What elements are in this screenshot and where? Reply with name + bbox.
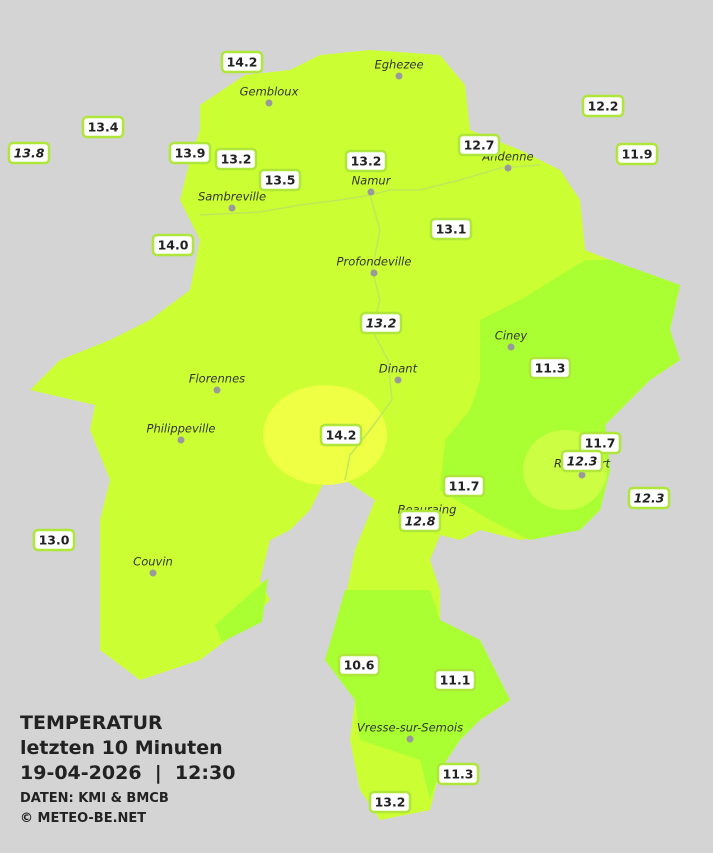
station-temp: 11.9 bbox=[622, 147, 653, 162]
city-dot bbox=[394, 376, 402, 384]
zone-cool bbox=[215, 578, 268, 642]
city-name: Profondeville bbox=[337, 255, 412, 269]
city-name: Gembloux bbox=[240, 85, 299, 99]
legend-datetime: 19-04-2026 | 12:30 bbox=[20, 762, 236, 784]
station-temp: 13.2 bbox=[351, 154, 382, 169]
station-temp: 13.0 bbox=[39, 533, 70, 548]
city-name: Ciney bbox=[495, 329, 528, 343]
city-dot bbox=[265, 99, 273, 107]
city-dot bbox=[507, 343, 515, 351]
station-box bbox=[560, 449, 604, 473]
city-name: Philippeville bbox=[147, 422, 216, 436]
station-box bbox=[168, 141, 212, 165]
station-temp: 14.2 bbox=[227, 55, 258, 70]
station-temp: 12.3 bbox=[634, 491, 665, 506]
legend-copyright: © METEO-BE.NET bbox=[20, 811, 147, 826]
city-name: Dinant bbox=[379, 362, 418, 376]
city-dot bbox=[228, 204, 236, 212]
station-temp: 11.3 bbox=[443, 767, 474, 782]
station-box bbox=[319, 423, 363, 447]
station-temp: 14.0 bbox=[158, 238, 189, 253]
station-temp: 12.8 bbox=[405, 514, 436, 529]
city-dot bbox=[406, 735, 414, 743]
station-box bbox=[359, 311, 403, 335]
station-box bbox=[344, 149, 388, 173]
station-box bbox=[627, 486, 671, 510]
station-box bbox=[581, 94, 625, 118]
river bbox=[199, 164, 541, 216]
zone-cool bbox=[440, 260, 680, 540]
station-box bbox=[436, 762, 480, 786]
legend-title: TEMPERATUR bbox=[20, 712, 163, 734]
station-temp: 10.6 bbox=[344, 658, 375, 673]
city-name: Eghezee bbox=[374, 58, 423, 72]
city-name: Namur bbox=[352, 174, 392, 188]
station-box bbox=[32, 528, 76, 552]
station-box bbox=[615, 142, 659, 166]
station-temp: 12.2 bbox=[588, 99, 619, 114]
station-box bbox=[528, 356, 572, 380]
city-dot bbox=[177, 436, 185, 444]
city-dot bbox=[213, 386, 221, 394]
station-temp: 12.7 bbox=[464, 138, 495, 153]
labels: EghezeeGemblouxAndenneNamurSambrevillePr… bbox=[7, 50, 671, 814]
city-dot bbox=[395, 72, 403, 80]
station-temp: 13.2 bbox=[375, 795, 406, 810]
station-box bbox=[457, 133, 501, 157]
city-name: Vresse-sur-Semois bbox=[357, 721, 463, 735]
station-box bbox=[442, 474, 486, 498]
legend-period: letzten 10 Minuten bbox=[20, 737, 223, 759]
legend-source: DATEN: KMI & BMCB bbox=[20, 791, 169, 806]
station-box bbox=[433, 668, 477, 692]
city-dot bbox=[370, 269, 378, 277]
station-box bbox=[220, 50, 264, 74]
city-name: Sambreville bbox=[198, 190, 266, 204]
station-box bbox=[7, 141, 51, 165]
station-box bbox=[258, 168, 302, 192]
station-temp: 13.2 bbox=[366, 316, 397, 331]
station-temp: 13.9 bbox=[175, 146, 206, 161]
city-dot bbox=[367, 188, 375, 196]
station-temp: 12.3 bbox=[567, 454, 598, 469]
station-box bbox=[151, 233, 195, 257]
station-temp: 11.3 bbox=[535, 361, 566, 376]
station-temp: 13.8 bbox=[14, 146, 45, 161]
station-box bbox=[368, 790, 412, 814]
station-box bbox=[398, 509, 442, 533]
city-name: Couvin bbox=[133, 555, 173, 569]
station-temp: 13.4 bbox=[88, 120, 119, 135]
station-temp: 11.1 bbox=[440, 673, 471, 688]
station-temp: 11.7 bbox=[585, 436, 616, 451]
station-temp: 13.5 bbox=[265, 173, 296, 188]
station-box bbox=[81, 115, 125, 139]
station-temp: 13.1 bbox=[436, 222, 467, 237]
station-box bbox=[214, 147, 258, 171]
city-dot bbox=[149, 569, 157, 577]
station-temp: 14.2 bbox=[326, 428, 357, 443]
station-temp: 11.7 bbox=[449, 479, 480, 494]
city-dot bbox=[578, 471, 586, 479]
station-temp: 13.2 bbox=[221, 152, 252, 167]
station-box bbox=[429, 217, 473, 241]
city-dot bbox=[504, 164, 512, 172]
zone-cool bbox=[325, 590, 510, 800]
city-name: Florennes bbox=[189, 372, 245, 386]
station-box bbox=[337, 653, 381, 677]
